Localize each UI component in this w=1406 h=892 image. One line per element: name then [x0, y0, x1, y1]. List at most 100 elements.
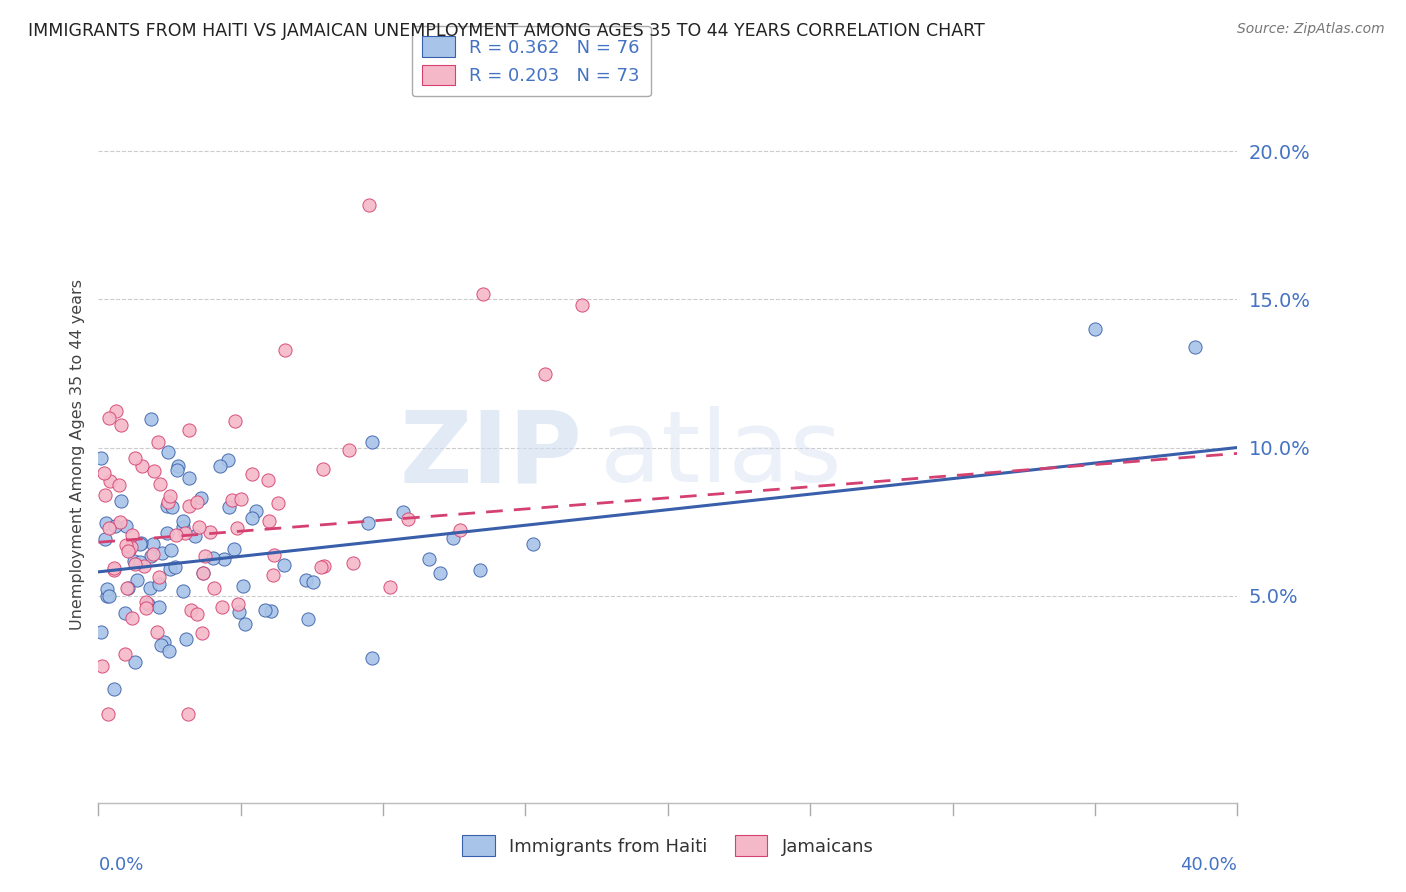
Point — [150, 546, 173, 560]
Point — [396, 512, 419, 526]
Point — [201, 550, 224, 565]
Point — [121, 528, 143, 542]
Point — [342, 557, 364, 571]
Point — [263, 549, 285, 563]
Point — [135, 600, 157, 615]
Point — [211, 599, 233, 614]
Point — [262, 568, 284, 582]
Point — [177, 706, 200, 721]
Legend: Immigrants from Haiti, Jamaicans: Immigrants from Haiti, Jamaicans — [456, 828, 880, 863]
Point — [357, 198, 380, 212]
Point — [221, 493, 243, 508]
Point — [217, 452, 239, 467]
Point — [159, 489, 181, 503]
Point — [114, 606, 136, 620]
Point — [103, 682, 125, 697]
Point — [274, 343, 297, 358]
Point — [91, 659, 114, 673]
Point — [98, 589, 121, 603]
Point — [1184, 340, 1206, 354]
Text: atlas: atlas — [599, 407, 841, 503]
Point — [233, 617, 256, 632]
Point — [120, 540, 142, 554]
Point — [176, 632, 198, 646]
Point — [96, 589, 118, 603]
Point — [114, 647, 136, 661]
Point — [115, 581, 138, 595]
Point — [142, 465, 165, 479]
Point — [148, 577, 170, 591]
Text: IMMIGRANTS FROM HAITI VS JAMAICAN UNEMPLOYMENT AMONG AGES 35 TO 44 YEARS CORRELA: IMMIGRANTS FROM HAITI VS JAMAICAN UNEMPL… — [28, 22, 984, 40]
Point — [135, 595, 157, 609]
Point — [267, 495, 290, 509]
Point — [226, 521, 249, 535]
Point — [110, 493, 132, 508]
Point — [157, 445, 180, 459]
Point — [129, 555, 152, 569]
Point — [142, 547, 165, 561]
Point — [198, 524, 221, 539]
Point — [124, 655, 146, 669]
Point — [90, 450, 112, 465]
Point — [159, 562, 181, 576]
Point — [232, 579, 254, 593]
Text: Source: ZipAtlas.com: Source: ZipAtlas.com — [1237, 22, 1385, 37]
Point — [257, 514, 280, 528]
Point — [141, 412, 163, 426]
Point — [165, 560, 187, 574]
Point — [117, 544, 139, 558]
Point — [302, 575, 325, 590]
Point — [139, 549, 162, 563]
Point — [153, 635, 176, 649]
Point — [165, 528, 187, 542]
Point — [229, 491, 252, 506]
Point — [97, 521, 120, 535]
Point — [191, 566, 214, 581]
Point — [115, 538, 138, 552]
Point — [114, 519, 136, 533]
Point — [1084, 322, 1107, 336]
Point — [357, 516, 380, 530]
Point — [129, 537, 152, 551]
Point — [131, 536, 153, 550]
Text: ZIP: ZIP — [399, 407, 582, 503]
Point — [190, 491, 212, 505]
Point — [218, 500, 240, 514]
Point — [148, 570, 170, 584]
Point — [449, 523, 471, 537]
Point — [177, 499, 200, 513]
Text: 40.0%: 40.0% — [1181, 856, 1237, 874]
Point — [108, 516, 131, 530]
Point — [222, 541, 245, 556]
Point — [149, 639, 172, 653]
Point — [157, 644, 180, 658]
Point — [162, 500, 184, 515]
Point — [103, 563, 125, 577]
Point — [260, 604, 283, 618]
Point — [177, 423, 200, 437]
Point — [124, 451, 146, 466]
Point — [522, 537, 544, 551]
Point — [174, 526, 197, 541]
Point — [160, 543, 183, 558]
Point — [103, 560, 125, 574]
Point — [156, 499, 179, 513]
Point — [108, 478, 131, 492]
Point — [228, 605, 250, 619]
Point — [254, 603, 277, 617]
Point — [146, 625, 169, 640]
Point — [93, 466, 115, 480]
Point — [94, 488, 117, 502]
Point — [118, 543, 141, 558]
Point — [110, 418, 132, 433]
Point — [214, 552, 236, 566]
Point — [177, 470, 200, 484]
Point — [117, 581, 139, 595]
Point — [378, 580, 401, 594]
Point — [240, 511, 263, 525]
Point — [226, 598, 249, 612]
Point — [131, 458, 153, 473]
Point — [441, 531, 464, 545]
Point — [90, 624, 112, 639]
Point — [309, 559, 332, 574]
